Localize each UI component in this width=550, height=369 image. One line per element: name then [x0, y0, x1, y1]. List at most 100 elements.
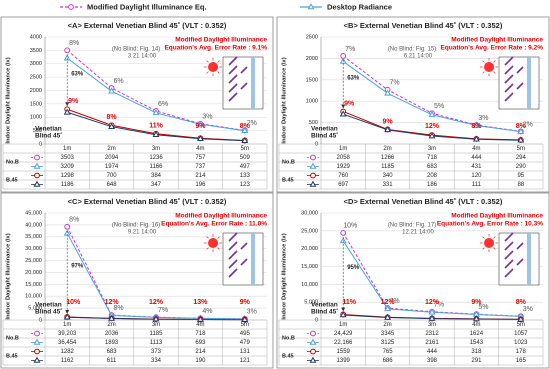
blind-error: 9% [195, 123, 206, 130]
reference-note: 12.21 14:00 [402, 230, 434, 236]
sun-ray [493, 71, 496, 74]
table-cell: 196 [195, 182, 206, 188]
y-tick-label: 1500 [306, 77, 318, 83]
sun-ray [217, 236, 220, 239]
blind-error: 8% [107, 114, 118, 121]
data-point [108, 122, 116, 129]
data-point [384, 313, 392, 320]
y-axis-label: Indoor Daylight Illuminance (lx) [6, 57, 12, 143]
table-cell: 24,429 [334, 331, 353, 337]
y-tick-label: 1000 [306, 99, 318, 105]
y-tick-label: 2000 [306, 56, 318, 62]
data-point [241, 126, 249, 134]
x-tick-label: 1m [339, 146, 347, 152]
sun-ray [206, 60, 209, 63]
sun-ray [493, 60, 496, 63]
reference-note: 3.21 14:00 [128, 54, 157, 60]
reference-note: (No Blind: Fig. 17) [388, 223, 436, 229]
table-cell: 1186 [61, 182, 75, 188]
no-blind-error: 3% [202, 114, 212, 121]
table-cell: 444 [471, 155, 482, 161]
table-cell: 444 [427, 349, 438, 355]
x-tick-label: 4m [472, 322, 480, 328]
x-tick-label: 2m [383, 322, 391, 328]
table-cell: 334 [151, 358, 162, 364]
x-tick-label: 3m [428, 146, 436, 152]
panel: <A> External Venetian Blind 45˚ (VLT : 0… [0, 16, 274, 193]
table-cell: 373 [151, 349, 162, 355]
blind-slat [228, 268, 238, 278]
data-point [196, 120, 204, 127]
table-cell: 1399 [337, 358, 351, 364]
table-cell: 3345 [381, 331, 395, 337]
x-tick-label: 4m [196, 146, 204, 152]
data-point [517, 136, 525, 143]
table-cell: 111 [472, 182, 482, 188]
table-cell: 611 [107, 358, 117, 364]
table-cell: 2094 [105, 155, 119, 161]
y-tick-label: 0 [39, 141, 42, 147]
glass-icon [527, 57, 531, 109]
table-legend-marker [33, 338, 41, 345]
y-tick-label: 15,000 [25, 282, 42, 288]
blind-slat [240, 82, 248, 90]
table-cell: 1162 [61, 358, 75, 364]
table-cell: 36,454 [58, 340, 77, 346]
table-cell: 757 [195, 155, 206, 161]
blind-error: 8% [240, 123, 251, 130]
data-point [340, 229, 347, 236]
table-cell: 120 [471, 173, 482, 179]
error-rate-note: Modified Daylight Illuminance [451, 213, 543, 220]
table-cell: 1236 [149, 155, 163, 161]
blind-error: 12% [149, 299, 164, 306]
error-rate-note: Modified Daylight Illuminance [175, 37, 267, 44]
y-tick-label: 20,000 [25, 270, 42, 276]
table-cell: 340 [383, 173, 394, 179]
table-cell: 290 [516, 164, 527, 170]
table-cell: 1266 [381, 155, 395, 161]
data-point [428, 308, 436, 315]
panel: <C> External Venetian Blind 45˚ (VLT : 0… [0, 192, 274, 369]
blind-label: Venetian [35, 126, 62, 133]
table-cell: 214 [195, 173, 206, 179]
reference-note: (No Blind: Fig. 16) [112, 223, 160, 229]
table-cell: 509 [240, 155, 251, 161]
data-point [241, 136, 249, 144]
y-axis-label: Indoor Daylight Illuminance (lx) [6, 233, 12, 319]
table-cell: 208 [427, 173, 438, 179]
x-tick-label: 5m [241, 322, 249, 328]
table-cell: 479 [240, 340, 251, 346]
table-cell: 1974 [105, 164, 119, 170]
x-tick-label: 4m [472, 146, 480, 152]
x-tick-label: 2m [383, 146, 391, 152]
data-point [339, 311, 347, 318]
no-blind-error: 8% [114, 305, 124, 312]
row-group-label: No.B [282, 159, 295, 165]
blind-slat [228, 56, 238, 66]
data-point [472, 135, 480, 142]
blind-slat [504, 232, 514, 242]
y-tick-label: 20,000 [301, 246, 318, 252]
table-cell: 648 [107, 182, 118, 188]
table-legend-marker [309, 162, 317, 169]
blind-error: 9% [471, 299, 482, 306]
y-tick-label: 0 [315, 317, 318, 323]
table-cell: 2312 [425, 331, 439, 337]
data-point [384, 305, 392, 312]
data-point [152, 108, 160, 116]
blind-slat [516, 82, 524, 90]
reference-note: 9.21 14:00 [128, 230, 157, 236]
table-cell: 123 [240, 182, 251, 188]
x-tick-label: 2m [107, 322, 115, 328]
table-cell: 3125 [381, 340, 395, 346]
table-cell: 1893 [105, 340, 119, 346]
blind-slat [228, 74, 238, 84]
sun-ray [482, 71, 485, 74]
blind-label: Blind 45˚ [311, 132, 338, 140]
blind-error: 8% [471, 123, 482, 130]
table-legend-marker [34, 330, 40, 337]
table-cell: 190 [195, 358, 206, 364]
chart-title: <A> External Venetian Blind 45˚ (VLT : 0… [68, 21, 227, 30]
blind-error: 9% [383, 118, 394, 125]
